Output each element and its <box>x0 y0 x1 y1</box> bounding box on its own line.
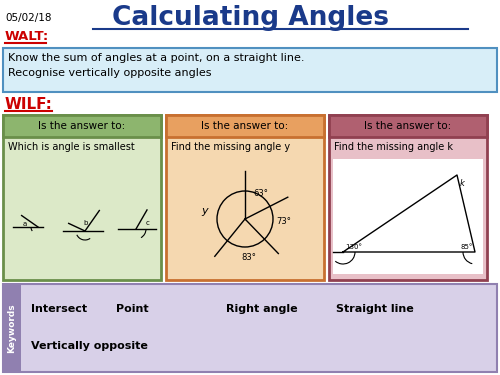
FancyBboxPatch shape <box>329 115 487 280</box>
Text: Vertically opposite: Vertically opposite <box>31 340 148 351</box>
Text: 73°: 73° <box>276 216 291 225</box>
Text: 63°: 63° <box>253 189 268 198</box>
Text: b: b <box>84 220 88 226</box>
Text: Which is angle is smallest: Which is angle is smallest <box>8 142 135 152</box>
Text: Right angle: Right angle <box>226 304 298 313</box>
Text: Find the missing angle k: Find the missing angle k <box>334 142 453 152</box>
Text: k: k <box>460 179 465 188</box>
Text: c: c <box>146 220 150 226</box>
FancyBboxPatch shape <box>166 115 324 280</box>
FancyBboxPatch shape <box>3 115 161 280</box>
Text: Know the sum of angles at a point, on a straight line.
Recognise vertically oppo: Know the sum of angles at a point, on a … <box>8 53 304 78</box>
Text: Point: Point <box>116 304 148 313</box>
Text: Find the missing angle y: Find the missing angle y <box>171 142 290 152</box>
Text: WILF:: WILF: <box>5 97 53 112</box>
Text: Is the answer to:: Is the answer to: <box>38 121 126 131</box>
Text: 05/02/18: 05/02/18 <box>5 13 52 23</box>
FancyBboxPatch shape <box>333 159 483 274</box>
Text: 83°: 83° <box>242 253 256 262</box>
Text: Intersect: Intersect <box>31 304 87 313</box>
FancyBboxPatch shape <box>3 48 497 92</box>
Text: 85°: 85° <box>460 244 473 250</box>
Text: Is the answer to:: Is the answer to: <box>364 121 452 131</box>
Text: Straight line: Straight line <box>336 304 414 313</box>
Text: Is the answer to:: Is the answer to: <box>202 121 288 131</box>
Text: Calculating Angles: Calculating Angles <box>112 5 388 31</box>
FancyBboxPatch shape <box>3 284 21 372</box>
Text: y: y <box>202 206 208 216</box>
FancyBboxPatch shape <box>329 115 487 137</box>
FancyBboxPatch shape <box>21 284 497 372</box>
FancyBboxPatch shape <box>166 115 324 137</box>
Text: 130°: 130° <box>345 244 362 250</box>
Text: a: a <box>23 221 27 227</box>
FancyBboxPatch shape <box>3 115 161 137</box>
Text: Keywords: Keywords <box>8 303 16 353</box>
Text: WALT:: WALT: <box>5 30 49 43</box>
